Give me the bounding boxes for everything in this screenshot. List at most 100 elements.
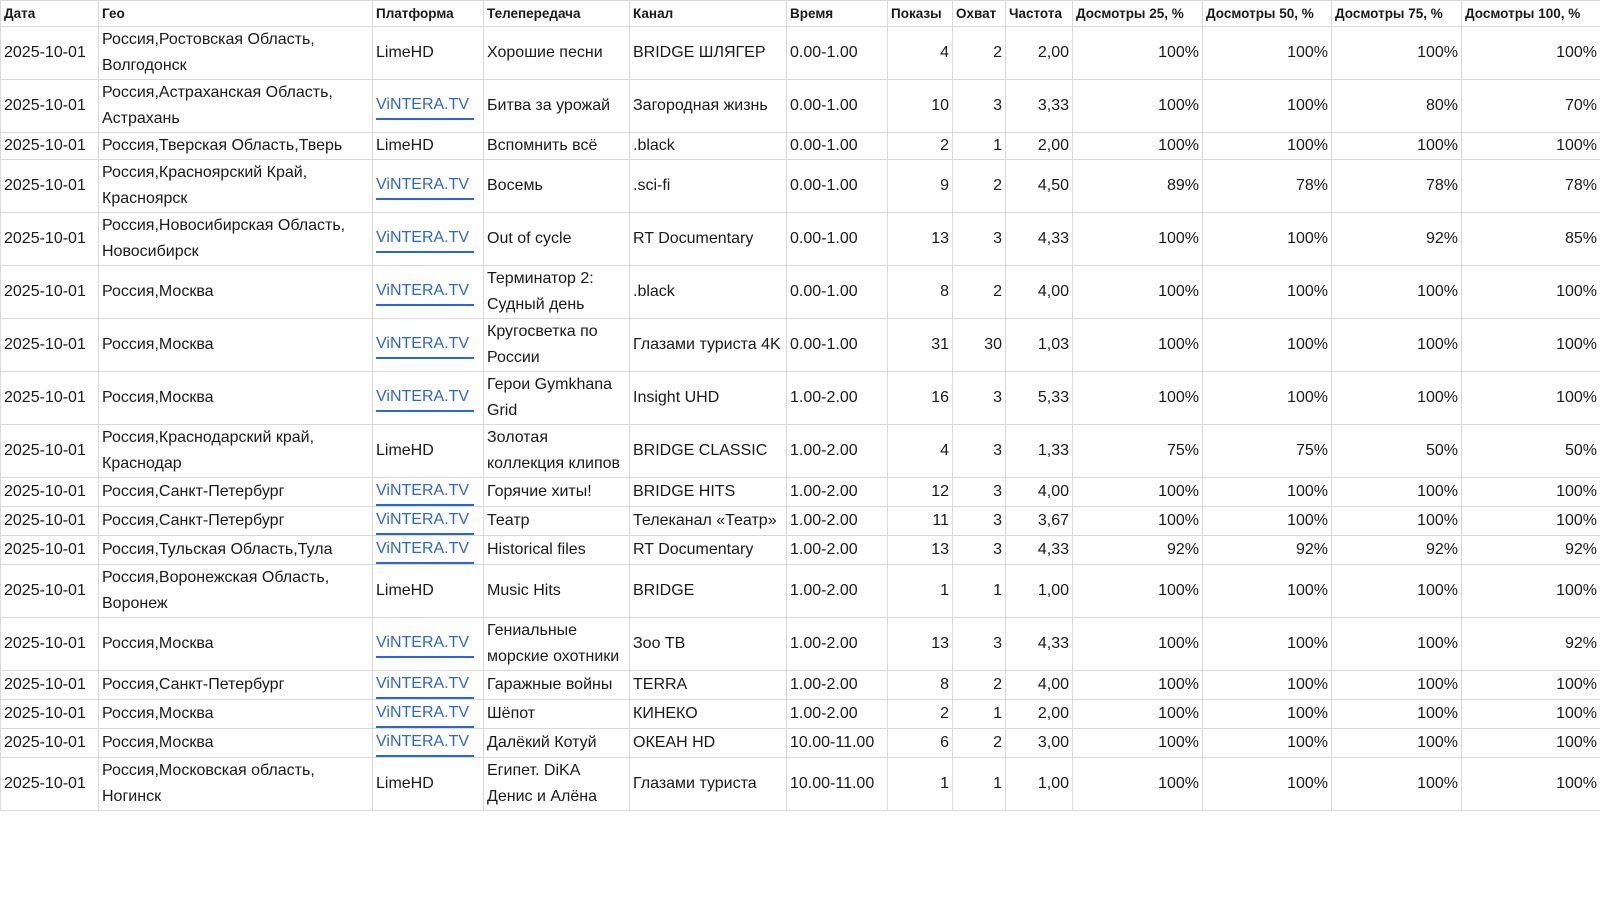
table-cell: 1.00-2.00: [786, 506, 888, 536]
table-cell: ViNTERA.TV: [372, 477, 484, 507]
platform-link[interactable]: ViNTERA.TV: [376, 385, 474, 412]
table-cell: ViNTERA.TV: [372, 212, 484, 266]
table-row: 2025-10-01 Россия,Москва ViNTERA.TV Кругосв…: [0, 318, 1600, 372]
column-header: Платформа: [372, 0, 484, 27]
table-cell: 1: [952, 564, 1006, 618]
table-cell: LimeHD: [372, 564, 484, 618]
table-cell: 3: [952, 477, 1006, 507]
table-row: 2025-10-01 Россия,Москва ViNTERA.TV Герои G…: [0, 371, 1600, 425]
platform-link[interactable]: ViNTERA.TV: [376, 537, 474, 564]
platform-link[interactable]: ViNTERA.TV: [376, 332, 474, 359]
table-cell: Россия,Воронежская Область, Воронеж: [98, 564, 373, 618]
table-cell: 50%: [1331, 424, 1462, 478]
column-header: Досмотры 75, %: [1331, 0, 1462, 27]
column-header: Досмотры 25, %: [1072, 0, 1203, 27]
table-cell: 92%: [1331, 212, 1462, 266]
table-row: 2025-10-01 Россия,Москва ViNTERA.TV Шёпот КИ…: [0, 699, 1600, 729]
table-cell: 3: [952, 371, 1006, 425]
table-cell: ViNTERA.TV: [372, 617, 484, 671]
table-cell: 4,33: [1005, 617, 1073, 671]
table-row: 2025-10-01 Россия,Тверская Область,Тверь L…: [0, 132, 1600, 160]
column-header: Охват: [952, 0, 1006, 27]
table-cell: ViNTERA.TV: [372, 265, 484, 319]
table-cell: RT Documentary: [629, 535, 787, 565]
table-cell: 4,33: [1005, 212, 1073, 266]
table-cell: 1,03: [1005, 318, 1073, 372]
table-cell: 2: [887, 699, 953, 729]
table-cell: 100%: [1202, 371, 1332, 425]
table-cell: Горячие хиты!: [483, 477, 630, 507]
table-cell: 100%: [1072, 477, 1203, 507]
platform-link[interactable]: ViNTERA.TV: [376, 479, 474, 506]
table-cell: 100%: [1072, 265, 1203, 319]
platform-link[interactable]: ViNTERA.TV: [376, 226, 474, 253]
platform-link[interactable]: ViNTERA.TV: [376, 279, 474, 306]
table-cell: 0.00-1.00: [786, 26, 888, 80]
table-cell: 4: [887, 424, 953, 478]
table-cell: Россия,Москва: [98, 265, 373, 319]
table-cell: ОКЕАН HD: [629, 728, 787, 758]
table-cell: 100%: [1461, 699, 1600, 729]
table-cell: Россия,Тверская Область,Тверь: [98, 132, 373, 160]
platform-link[interactable]: ViNTERA.TV: [376, 173, 474, 200]
table-cell: 2: [952, 26, 1006, 80]
table-cell: 1.00-2.00: [786, 535, 888, 565]
table-cell: Out of cycle: [483, 212, 630, 266]
platform-link[interactable]: ViNTERA.TV: [376, 730, 474, 757]
platform-link[interactable]: ViNTERA.TV: [376, 672, 474, 699]
table-cell: 50%: [1461, 424, 1600, 478]
table-cell: 100%: [1202, 670, 1332, 700]
table-cell: 100%: [1461, 757, 1600, 811]
table-cell: 13: [887, 535, 953, 565]
table-cell: 2025-10-01: [0, 424, 99, 478]
table-cell: 1,00: [1005, 757, 1073, 811]
table-cell: 100%: [1072, 26, 1203, 80]
table-cell: 100%: [1331, 670, 1462, 700]
table-cell: Загородная жизнь: [629, 79, 787, 133]
table-cell: 100%: [1461, 265, 1600, 319]
column-header: Канал: [629, 0, 787, 27]
table-cell: Россия,Красноярский Край, Красноярск: [98, 159, 373, 213]
table-cell: 1: [887, 757, 953, 811]
platform-link[interactable]: ViNTERA.TV: [376, 701, 474, 728]
table-cell: 100%: [1461, 670, 1600, 700]
table-row: 2025-10-01 Россия,Санкт-Петербург ViNTERA.…: [0, 477, 1600, 507]
table-cell: 1,33: [1005, 424, 1073, 478]
table-cell: 92%: [1461, 535, 1600, 565]
table-cell: ViNTERA.TV: [372, 699, 484, 729]
platform-link[interactable]: ViNTERA.TV: [376, 631, 474, 658]
table-cell: 2,00: [1005, 699, 1073, 729]
table-cell: 100%: [1202, 757, 1332, 811]
platform-link[interactable]: ViNTERA.TV: [376, 93, 474, 120]
table-cell: 3: [952, 79, 1006, 133]
column-header: Частота: [1005, 0, 1073, 27]
table-cell: 3: [952, 617, 1006, 671]
table-cell: Insight UHD: [629, 371, 787, 425]
table-cell: 100%: [1461, 564, 1600, 618]
table-cell: 2025-10-01: [0, 318, 99, 372]
table-cell: Кругосветка по России: [483, 318, 630, 372]
table-cell: 0.00-1.00: [786, 132, 888, 160]
table-cell: Восемь: [483, 159, 630, 213]
table-cell: 2025-10-01: [0, 699, 99, 729]
table-cell: ViNTERA.TV: [372, 318, 484, 372]
platform-link[interactable]: ViNTERA.TV: [376, 508, 474, 535]
table-cell: 100%: [1202, 477, 1332, 507]
table-cell: 1.00-2.00: [786, 371, 888, 425]
table-cell: 100%: [1331, 371, 1462, 425]
header-row: Дата Гео Платформа Телепередача Канал Время По…: [0, 0, 1600, 27]
table-cell: 8: [887, 670, 953, 700]
table-body: 2025-10-01 Россия,Ростовская Область, Вол…: [0, 26, 1600, 811]
table-cell: 3: [952, 535, 1006, 565]
table-cell: 2: [952, 265, 1006, 319]
table-cell: 30: [952, 318, 1006, 372]
table-cell: Вспомнить всё: [483, 132, 630, 160]
table-cell: 16: [887, 371, 953, 425]
table-cell: Россия,Астраханская Область, Астрахань: [98, 79, 373, 133]
column-header: Показы: [887, 0, 953, 27]
table-cell: LimeHD: [372, 757, 484, 811]
table-cell: 1: [952, 699, 1006, 729]
table-cell: 100%: [1461, 506, 1600, 536]
table-cell: 100%: [1461, 728, 1600, 758]
